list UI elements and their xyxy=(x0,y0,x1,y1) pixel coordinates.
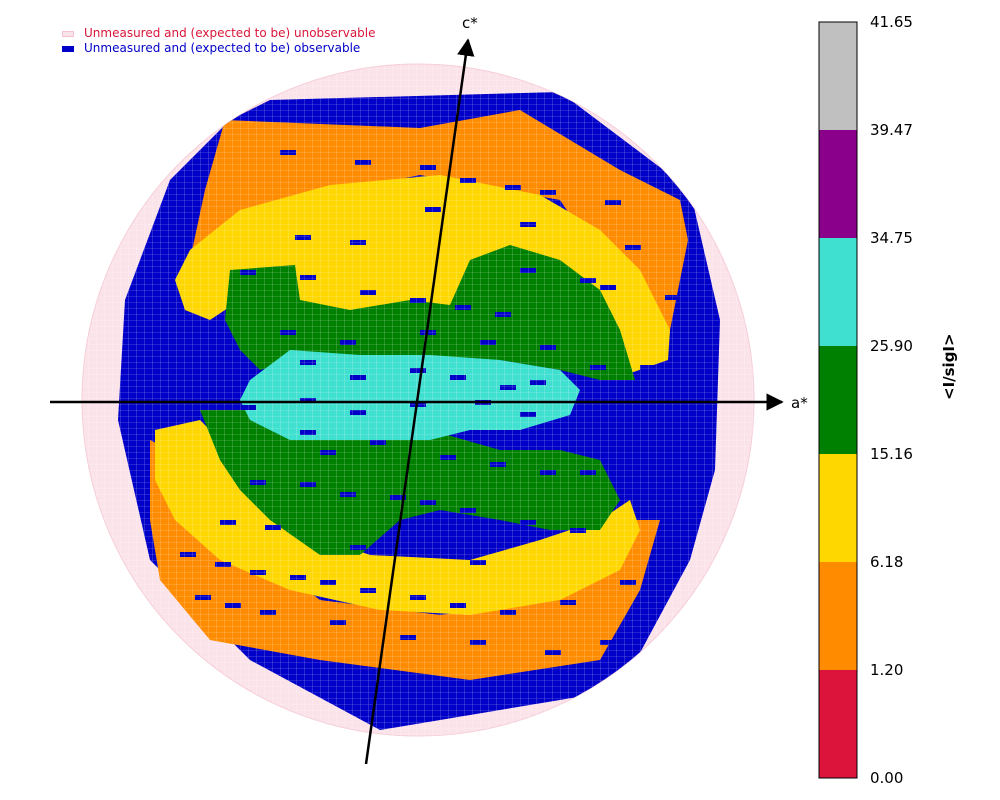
colorbar-tick-label: 39.47 xyxy=(870,121,913,139)
colorbar-segment xyxy=(819,562,857,670)
colorbar-tick-label: 15.16 xyxy=(870,445,913,463)
colorbar-tick-label: 6.18 xyxy=(870,553,904,571)
intensity-heatmap xyxy=(81,63,755,737)
legend: Unmeasured and (expected to be) unobserv… xyxy=(62,26,376,56)
colorbar-tick-label: 34.75 xyxy=(870,229,913,247)
colorbar-tick-label: 1.20 xyxy=(870,661,904,679)
c-star-axis xyxy=(364,38,475,765)
unobservable-swatch xyxy=(62,30,74,37)
colorbar-segment xyxy=(819,346,857,454)
observable-swatch xyxy=(62,45,74,52)
legend-item-unobservable: Unmeasured and (expected to be) unobserv… xyxy=(62,26,376,41)
legend-item-observable: Unmeasured and (expected to be) observab… xyxy=(62,41,376,56)
colorbar-segment xyxy=(819,22,857,130)
a-star-label: a* xyxy=(791,394,808,412)
colorbar-tick-label: 41.65 xyxy=(870,13,913,31)
legend-label-observable: Unmeasured and (expected to be) observab… xyxy=(84,41,361,55)
c-star-label: c* xyxy=(462,14,478,32)
legend-label-unobservable: Unmeasured and (expected to be) unobserv… xyxy=(84,26,376,40)
colorbar xyxy=(818,21,858,779)
colorbar-frame xyxy=(818,21,858,779)
colorbar-segment xyxy=(819,670,857,778)
colorbar-segment xyxy=(819,454,857,562)
colorbar-segment xyxy=(819,238,857,346)
colorbar-tick-label: 25.90 xyxy=(870,337,913,355)
colorbar-title: <I/sigI> xyxy=(940,333,958,400)
colorbar-segment xyxy=(819,130,857,238)
colorbar-tick-label: 0.00 xyxy=(870,769,904,787)
